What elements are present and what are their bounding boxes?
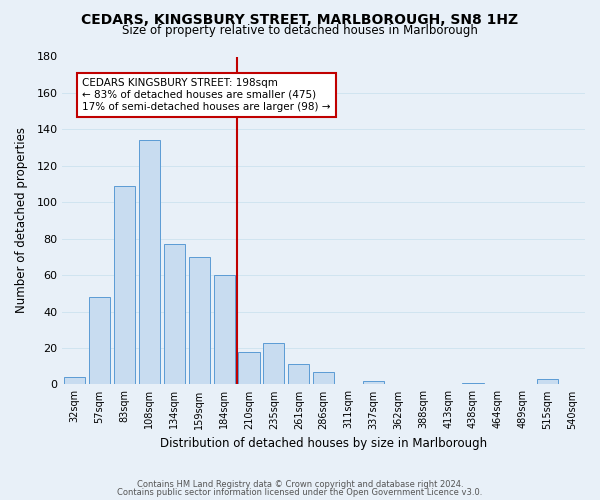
- Bar: [313, 372, 334, 384]
- X-axis label: Distribution of detached houses by size in Marlborough: Distribution of detached houses by size …: [160, 437, 487, 450]
- Bar: [463, 382, 484, 384]
- Text: CEDARS KINGSBURY STREET: 198sqm
← 83% of detached houses are smaller (475)
17% o: CEDARS KINGSBURY STREET: 198sqm ← 83% of…: [82, 78, 331, 112]
- Bar: [214, 275, 235, 384]
- Bar: [164, 244, 185, 384]
- Bar: [139, 140, 160, 384]
- Bar: [363, 381, 384, 384]
- Bar: [188, 257, 210, 384]
- Bar: [64, 377, 85, 384]
- Text: Contains HM Land Registry data © Crown copyright and database right 2024.: Contains HM Land Registry data © Crown c…: [137, 480, 463, 489]
- Bar: [89, 297, 110, 384]
- Y-axis label: Number of detached properties: Number of detached properties: [15, 128, 28, 314]
- Bar: [263, 342, 284, 384]
- Bar: [114, 186, 135, 384]
- Bar: [288, 364, 310, 384]
- Text: CEDARS, KINGSBURY STREET, MARLBOROUGH, SN8 1HZ: CEDARS, KINGSBURY STREET, MARLBOROUGH, S…: [82, 12, 518, 26]
- Text: Size of property relative to detached houses in Marlborough: Size of property relative to detached ho…: [122, 24, 478, 37]
- Bar: [238, 352, 260, 384]
- Text: Contains public sector information licensed under the Open Government Licence v3: Contains public sector information licen…: [118, 488, 482, 497]
- Bar: [537, 379, 558, 384]
